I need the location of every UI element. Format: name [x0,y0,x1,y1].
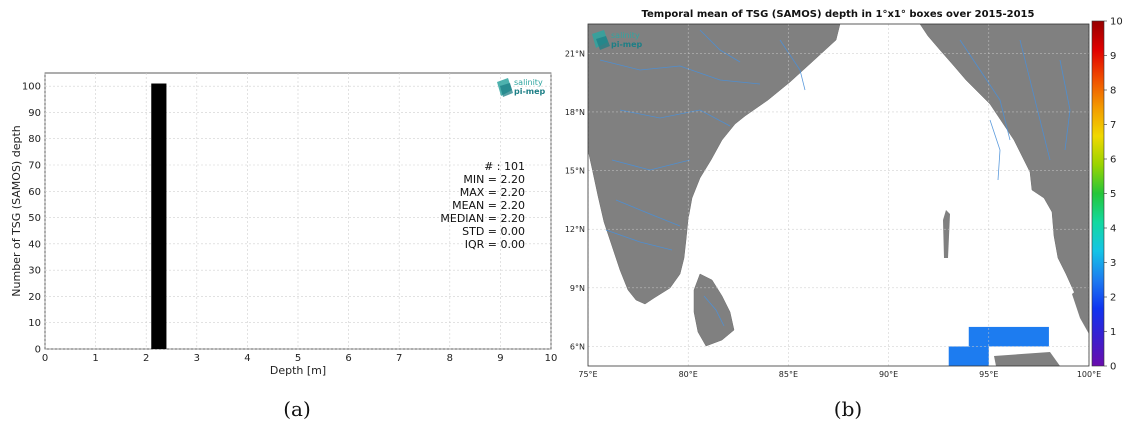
caption-a: (a) [283,397,311,421]
histogram-grid [44,73,552,350]
stat-mean: MEAN = 2.20 [452,199,525,212]
map-panel: Temporal mean of TSG (SAMOS) depth in 1°… [565,9,1123,421]
map-data-cells [948,326,1049,366]
x-tick-label: 2 [143,353,149,364]
pimep-logo-icon [592,30,610,50]
logo-text-pimep: pi-mep [514,87,546,96]
y-tick-label: 70 [28,161,41,172]
colorbar-tick-label: 7 [1110,120,1116,131]
x-tick-label: 7 [396,353,402,364]
colorbar-tick-label: 2 [1110,293,1116,304]
pimep-logo-icon [497,78,513,97]
histogram-bars [151,83,167,349]
y-tick-label: 30 [28,266,41,277]
y-tick-label: 80 [28,134,41,145]
colorbar-tick-label: 5 [1110,189,1116,200]
x-tick-label: 10 [545,353,558,364]
histogram-y-ticks: 0 10 20 30 40 50 60 70 80 90 100 [22,82,41,356]
x-tick-label: 9 [497,353,503,364]
y-tick-label: 90 [28,108,41,119]
lon-tick-label: 80°E [679,370,698,379]
lon-tick-label: 100°E [1077,370,1101,379]
x-tick-label: 0 [42,353,48,364]
stat-std: STD = 0.00 [462,225,525,238]
histogram-y-axis-label: Number of TSG (SAMOS) depth [10,125,23,296]
histogram-x-ticks: 0 1 2 3 4 5 6 7 8 9 10 [42,353,558,364]
histogram-stats-box: # : 101 MIN = 2.20 MAX = 2.20 MEAN = 2.2… [440,160,525,251]
lon-tick-label: 85°E [779,370,798,379]
colorbar-tick-label: 10 [1110,17,1123,28]
stat-count: # : 101 [484,160,525,173]
x-tick-label: 6 [345,353,351,364]
lat-tick-label: 15°N [565,167,585,176]
lat-tick-label: 9°N [570,284,585,293]
stat-min: MIN = 2.20 [463,173,525,186]
salinity-pimep-logo: salinity pi-mep [497,78,546,97]
y-tick-label: 100 [22,82,41,93]
lat-tick-label: 12°N [565,225,585,234]
lat-tick-label: 18°N [565,108,585,117]
y-tick-label: 50 [28,213,41,224]
colorbar-ticks: 0 1 2 3 4 5 6 7 8 9 10 [1104,17,1123,373]
y-tick-label: 0 [35,345,41,356]
stat-max: MAX = 2.20 [460,186,525,199]
map-data-cell [968,326,1049,347]
x-tick-label: 8 [447,353,453,364]
x-tick-label: 1 [92,353,98,364]
colorbar-tick-label: 8 [1110,86,1116,97]
caption-b: (b) [834,397,862,421]
y-tick-label: 10 [28,318,41,329]
colorbar-scale [1091,20,1105,367]
land-sumatra-tip [994,352,1060,366]
land-india [588,24,841,305]
lon-tick-label: 75°E [578,370,597,379]
histogram-x-axis-label: Depth [m] [270,364,326,377]
x-tick-label: 4 [244,353,250,364]
colorbar-tick-label: 0 [1110,362,1116,373]
y-tick-label: 60 [28,187,41,198]
histogram-bar [151,83,167,349]
map-frame [587,23,1090,367]
land-andaman-islands [943,210,950,258]
x-tick-label: 5 [295,353,301,364]
logo-text-salinity: salinity [611,31,640,40]
y-tick-label: 20 [28,292,41,303]
map-lon-ticks: 75°E 80°E 85°E 90°E 95°E 100°E [578,370,1101,379]
colorbar-tick-label: 4 [1110,224,1116,235]
land-malay-coast [1072,280,1089,334]
lat-tick-label: 6°N [570,342,585,351]
lat-tick-label: 21°N [565,49,585,58]
logo-text-pimep: pi-mep [611,40,643,49]
rivers [599,29,1071,327]
x-tick-label: 3 [194,353,200,364]
colorbar-tick-label: 6 [1110,155,1116,166]
colorbar: 0 1 2 3 4 5 6 7 8 9 10 [1091,17,1123,373]
map-graticule [588,24,1089,366]
y-tick-label: 40 [28,239,41,250]
logo-text-salinity: salinity [514,78,543,87]
lon-tick-label: 90°E [879,370,898,379]
stat-iqr: IQR = 0.00 [465,238,525,251]
map-logo: salinity pi-mep [592,30,643,50]
lon-tick-label: 95°E [979,370,998,379]
map-lat-ticks: 6°N 9°N 12°N 15°N 18°N 21°N [565,49,585,351]
colorbar-tick-label: 1 [1110,327,1116,338]
histogram-panel: 0 1 2 3 4 5 6 7 8 9 10 0 10 20 30 40 50 60 70 80 90 100 Dept… [10,72,558,421]
colorbar-tick-label: 9 [1110,51,1116,62]
stat-median: MEDIAN = 2.20 [440,212,525,225]
colorbar-tick-label: 3 [1110,258,1116,269]
map-data-cell [948,346,989,366]
land-myanmar [919,24,1089,297]
land-sri-lanka [693,273,735,347]
map-title: Temporal mean of TSG (SAMOS) depth in 1°… [642,9,1035,20]
map-content [588,24,1089,366]
